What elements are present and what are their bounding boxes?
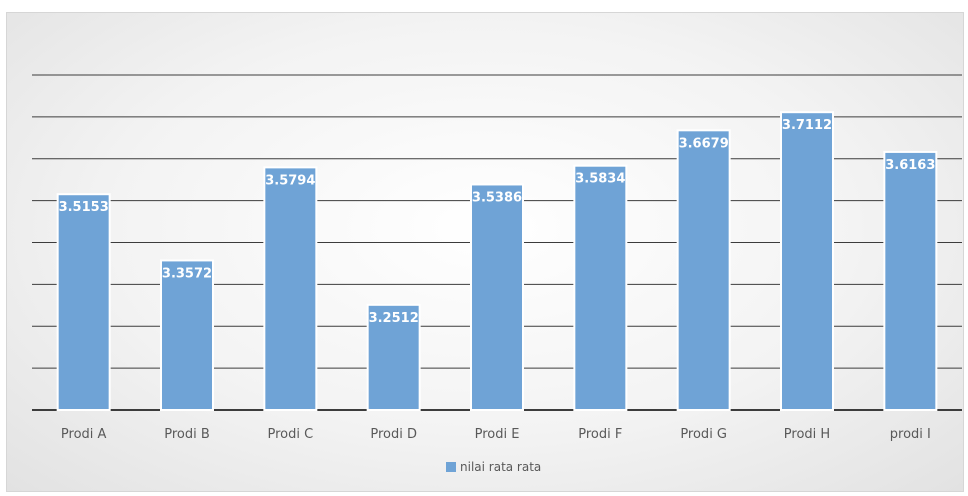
x-tick-label-8: Prodi H xyxy=(784,427,830,442)
x-tick-label-7: Prodi G xyxy=(680,427,727,442)
bar-value-label-8: 3.7112 xyxy=(782,118,832,133)
bar-9[interactable] xyxy=(883,150,938,411)
bars xyxy=(56,111,938,412)
bar-value-label-2: 3.3572 xyxy=(162,266,212,281)
bar-6[interactable] xyxy=(573,164,628,411)
x-tick-label-2: Prodi B xyxy=(164,427,210,442)
bar-4[interactable] xyxy=(366,303,421,411)
x-tick-label-4: Prodi D xyxy=(370,427,417,442)
x-axis-tick-labels: Prodi A Prodi B Prodi C Prodi D Prodi E Prodi… xyxy=(61,427,931,442)
bar-3[interactable] xyxy=(263,166,318,411)
bar-5[interactable] xyxy=(470,183,524,411)
bar-value-label-6: 3.5834 xyxy=(575,172,625,187)
x-tick-label-3: Prodi C xyxy=(267,427,313,442)
bar-value-labels: 3.5153 3.3572 3.5794 3.2512 3.5386 3.5834 3.66… xyxy=(59,118,936,326)
legend-label: nilai rata rata xyxy=(460,460,542,474)
legend-swatch xyxy=(446,462,456,472)
x-tick-label-1: Prodi A xyxy=(61,427,107,442)
bar-value-label-4: 3.2512 xyxy=(369,311,419,326)
bar-7[interactable] xyxy=(676,129,731,412)
x-tick-label-5: Prodi E xyxy=(475,427,520,442)
bar-value-label-7: 3.6679 xyxy=(679,136,729,151)
bar-value-label-5: 3.5386 xyxy=(472,190,522,205)
bar-value-label-1: 3.5153 xyxy=(59,200,109,215)
bar-2[interactable] xyxy=(160,259,214,411)
bar-value-label-3: 3.5794 xyxy=(265,173,315,188)
bar-value-label-9: 3.6163 xyxy=(885,158,935,173)
x-tick-label-6: Prodi F xyxy=(578,427,622,442)
legend: nilai rata rata xyxy=(446,460,541,474)
bar-8[interactable] xyxy=(780,111,834,411)
x-tick-label-9: prodi I xyxy=(890,427,931,442)
bar-1[interactable] xyxy=(56,193,111,411)
